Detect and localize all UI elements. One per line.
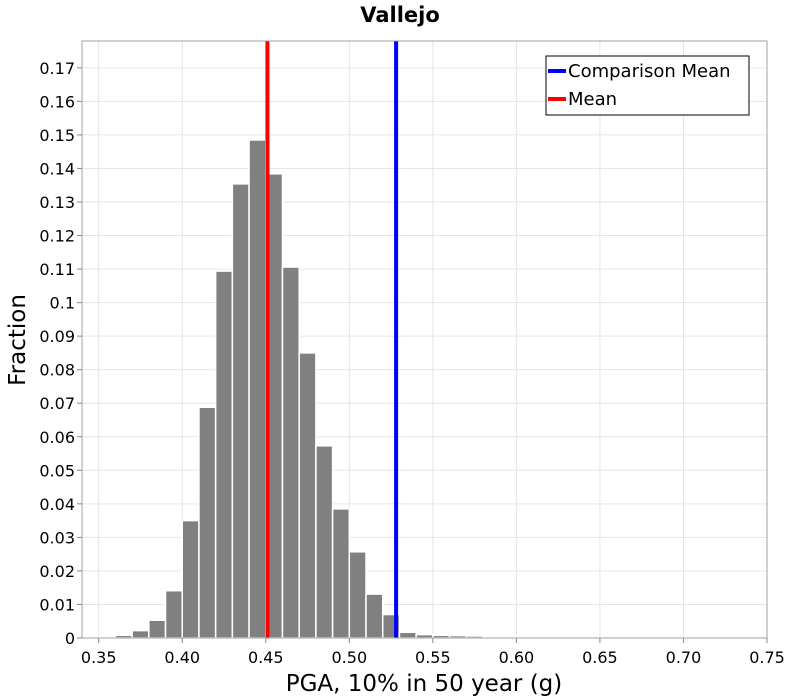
x-tick-label: 0.35 (81, 648, 117, 667)
y-tick-label: 0.09 (39, 327, 75, 346)
y-tick-label: 0.12 (39, 227, 75, 246)
y-tick-label: 0.14 (39, 159, 75, 178)
y-tick-label: 0.05 (39, 461, 75, 480)
histogram-bar (331, 508, 351, 639)
y-tick-label: 0.11 (39, 260, 75, 279)
histogram-bar (281, 266, 300, 639)
histogram-bar (248, 139, 267, 639)
plot-border (81, 40, 768, 639)
y-axis-ticks: 0 0.01 0.02 0.03 0.04 0.05 0.06 0.07 0.08 0.09 0.1… (39, 59, 82, 648)
histogram-bar (348, 551, 367, 639)
legend-label: Comparison Mean (568, 61, 731, 82)
y-tick-label: 0.04 (39, 495, 75, 514)
y-axis-title: Fraction (5, 294, 31, 386)
histogram-bar (365, 593, 384, 639)
y-tick-label: 0.13 (39, 193, 75, 212)
y-tick-label: 0.08 (39, 361, 75, 380)
legend-label: Mean (568, 89, 617, 110)
x-tick-label: 0.60 (499, 648, 535, 667)
y-tick-label: 0 (65, 629, 75, 648)
x-tick-label: 0.45 (248, 648, 284, 667)
histogram-bar (415, 633, 434, 639)
x-axis-title: PGA, 10% in 50 year (g) (286, 671, 563, 697)
histogram-bar (231, 183, 250, 639)
y-tick-label: 0.01 (39, 595, 75, 614)
y-tick-label: 0.06 (39, 428, 75, 447)
histogram-bar (131, 629, 150, 639)
y-tick-label: 0.15 (39, 126, 75, 145)
x-tick-label: 0.70 (666, 648, 702, 667)
y-tick-label: 0.16 (39, 92, 75, 111)
y-tick-label: 0.07 (39, 394, 75, 413)
histogram-bar (298, 352, 317, 639)
histogram-bar (398, 631, 417, 639)
x-tick-label: 0.50 (332, 648, 368, 667)
histogram-bar (214, 270, 234, 639)
y-tick-label: 0.02 (39, 562, 75, 581)
y-tick-label: 0.1 (50, 294, 75, 313)
legend: Comparison Mean Mean (545, 55, 750, 116)
x-tick-label: 0.65 (582, 648, 618, 667)
histogram-bar (198, 406, 217, 639)
histogram-bar (148, 619, 167, 639)
chart-title: Vallejo (360, 3, 440, 27)
histogram-bar (315, 445, 334, 639)
x-tick-label: 0.55 (415, 648, 451, 667)
legend-box (545, 55, 750, 116)
reference-lines (265, 41, 399, 638)
x-axis-ticks: 0.35 0.40 0.45 0.50 0.55 0.60 0.65 0.70 0.75 (81, 638, 785, 667)
histogram-bar (181, 519, 200, 639)
x-tick-label: 0.40 (164, 648, 200, 667)
y-tick-label: 0.03 (39, 528, 75, 547)
x-tick-label: 0.75 (749, 648, 785, 667)
histogram-bar (164, 589, 183, 639)
y-tick-label: 0.17 (39, 59, 75, 78)
bar-group (81, 139, 534, 639)
